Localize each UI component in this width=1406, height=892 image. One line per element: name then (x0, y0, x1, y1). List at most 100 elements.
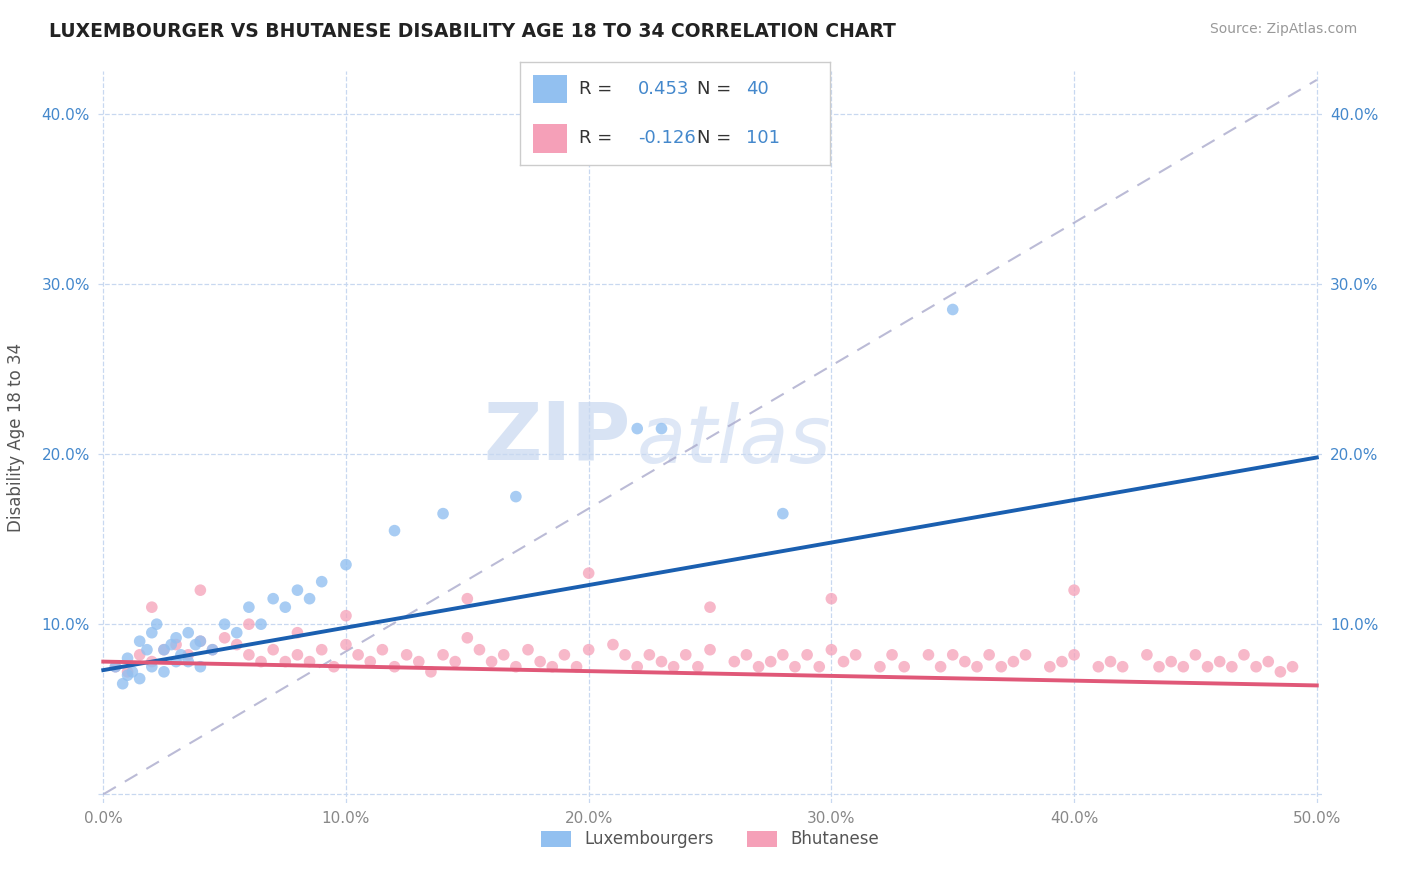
Point (1208, 655, 1232, 669)
Point (662, 659, 685, 673)
Point (170, 648, 193, 662)
Point (1063, 583, 1085, 598)
Text: 0.453: 0.453 (638, 80, 689, 98)
Point (820, 591, 842, 606)
Point (686, 659, 709, 673)
Point (165, 631, 187, 645)
Point (153, 642, 176, 657)
Point (153, 665, 176, 679)
Point (121, 665, 143, 679)
Point (1160, 655, 1182, 669)
Point (153, 642, 176, 657)
Point (979, 648, 1001, 662)
Point (432, 648, 454, 662)
Point (117, 668, 139, 682)
Point (553, 648, 575, 662)
Point (322, 659, 344, 673)
Point (104, 659, 127, 673)
Point (238, 617, 260, 632)
Point (287, 625, 309, 640)
Point (188, 659, 212, 673)
Point (298, 591, 321, 606)
Point (287, 583, 309, 598)
Point (444, 655, 467, 669)
Point (1014, 648, 1036, 662)
Point (262, 591, 284, 606)
Point (238, 600, 260, 615)
Point (214, 617, 236, 632)
Point (492, 648, 515, 662)
Point (990, 659, 1012, 673)
Point (298, 655, 321, 669)
Point (1111, 659, 1133, 673)
Legend: Luxembourgers, Bhutanese: Luxembourgers, Bhutanese (533, 822, 887, 856)
Point (136, 642, 159, 657)
Point (699, 600, 721, 615)
Point (614, 648, 637, 662)
Point (128, 634, 150, 648)
Point (347, 648, 370, 662)
Point (117, 665, 139, 679)
Point (783, 659, 806, 673)
Point (408, 655, 430, 669)
Point (845, 648, 868, 662)
Point (160, 638, 183, 652)
Point (111, 677, 134, 691)
Point (1173, 659, 1195, 673)
Point (481, 655, 503, 669)
Point (759, 655, 782, 669)
Point (128, 648, 150, 662)
Point (287, 648, 309, 662)
Point (384, 524, 406, 538)
Text: ZIP: ZIP (484, 398, 630, 476)
Point (188, 583, 212, 598)
Point (419, 665, 441, 679)
Text: N =: N = (696, 129, 731, 147)
Point (929, 659, 952, 673)
Point (626, 659, 648, 673)
Point (917, 648, 939, 662)
Point (335, 638, 357, 652)
Point (395, 648, 418, 662)
Point (565, 659, 588, 673)
Point (578, 642, 600, 657)
Point (650, 421, 672, 435)
Point (675, 648, 697, 662)
Point (225, 638, 247, 652)
Point (128, 672, 150, 686)
Point (953, 655, 976, 669)
Y-axis label: Disability Age 18 to 34: Disability Age 18 to 34 (7, 343, 25, 532)
Point (723, 655, 745, 669)
Point (1136, 648, 1159, 662)
Point (880, 648, 903, 662)
Point (274, 600, 297, 615)
Point (1184, 648, 1206, 662)
Point (456, 631, 478, 645)
Text: -0.126: -0.126 (638, 129, 696, 147)
Point (638, 648, 661, 662)
Point (335, 558, 357, 572)
Point (214, 631, 236, 645)
Point (141, 600, 163, 615)
Point (184, 638, 207, 652)
Text: atlas: atlas (637, 401, 831, 480)
Point (165, 638, 187, 652)
Point (1270, 665, 1292, 679)
Point (808, 659, 831, 673)
Point (578, 566, 600, 581)
Point (942, 302, 965, 317)
Point (1050, 655, 1073, 669)
Point (274, 655, 297, 669)
Point (188, 634, 212, 648)
Point (188, 634, 212, 648)
Point (832, 655, 855, 669)
Point (772, 648, 794, 662)
Bar (533, 124, 567, 153)
Point (145, 617, 167, 632)
Point (748, 659, 770, 673)
Point (250, 655, 273, 669)
Point (177, 625, 200, 640)
Point (1233, 648, 1256, 662)
Text: LUXEMBOURGER VS BHUTANESE DISABILITY AGE 18 TO 34 CORRELATION CHART: LUXEMBOURGER VS BHUTANESE DISABILITY AGE… (49, 22, 896, 41)
Text: Source: ZipAtlas.com: Source: ZipAtlas.com (1209, 22, 1357, 37)
